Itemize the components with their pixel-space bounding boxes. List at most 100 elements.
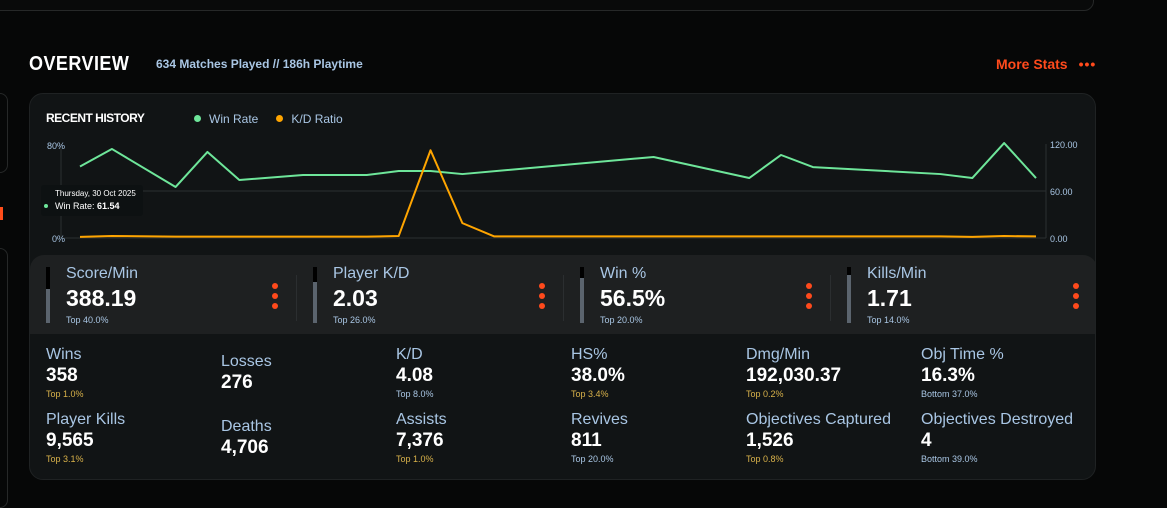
right-tick-label: 120.00 — [1050, 140, 1078, 150]
stat-rank: Top 1.0% — [396, 454, 566, 464]
legend-label: Win Rate — [209, 112, 258, 126]
stat-item: Obj Time % 16.3% Bottom 37.0% — [921, 346, 1091, 399]
stat-rank: Top 3.1% — [46, 454, 216, 464]
stat-value: 9,565 — [46, 430, 216, 452]
stat-label: Assists — [396, 411, 566, 429]
right-tick-label: 60.00 — [1050, 187, 1073, 197]
stat-rank: Top 20.0% — [571, 454, 741, 464]
stat-value: 192,030.37 — [746, 365, 916, 387]
highlight-rank: Top 40.0% — [66, 315, 109, 325]
highlight-label: Win % — [600, 265, 646, 283]
recent-history-title: RECENT HISTORY — [46, 111, 144, 125]
legend-dot-icon — [194, 115, 201, 122]
chart-tooltip: Thursday, 30 Oct 2025 Win Rate: 61.54 — [41, 185, 143, 216]
stat-rank: Bottom 39.0% — [921, 454, 1091, 464]
highlight-stat: Kills/Min 1.71 Top 14.0% — [831, 267, 1096, 325]
stat-rank: Top 0.8% — [746, 454, 916, 464]
stat-item: Assists 7,376 Top 1.0% — [396, 411, 566, 464]
right-tick-label: 0.00 — [1050, 234, 1068, 244]
legend-win-rate[interactable]: Win Rate — [194, 112, 258, 126]
more-stats-label: More Stats — [996, 56, 1068, 72]
side-active-marker — [0, 207, 3, 220]
highlight-stat: Score/Min 388.19 Top 40.0% — [30, 267, 296, 325]
stat-item: HS% 38.0% Top 3.4% — [571, 346, 741, 399]
overview-subtitle: 634 Matches Played // 186h Playtime — [156, 57, 363, 71]
percentile-gauge — [313, 267, 317, 323]
gauge-fill — [847, 275, 851, 323]
stat-item: Objectives Captured 1,526 Top 0.8% — [746, 411, 916, 464]
stat-item: K/D 4.08 Top 8.0% — [396, 346, 566, 399]
stat-value: 276 — [221, 372, 391, 394]
highlight-value: 388.19 — [66, 285, 136, 312]
legend-dot-icon — [276, 115, 283, 122]
kebab-menu-icon[interactable] — [805, 283, 813, 309]
percentile-gauge — [847, 267, 851, 323]
stat-label: Revives — [571, 411, 741, 429]
gauge-fill — [46, 289, 50, 323]
stat-label: Obj Time % — [921, 346, 1091, 364]
chart-legend: Win Rate K/D Ratio — [194, 112, 343, 126]
more-stats-button[interactable]: More Stats ••• — [996, 56, 1096, 72]
stat-rank: Top 0.2% — [746, 389, 916, 399]
left-tick-label: 80% — [47, 141, 65, 151]
tooltip-value: 61.54 — [97, 201, 120, 211]
left-tick-label: 0% — [52, 234, 65, 244]
stat-item: Losses 276 — [221, 353, 391, 394]
overview-title: OVERVIEW — [29, 53, 129, 76]
side-card — [0, 248, 8, 508]
stat-rank: Bottom 37.0% — [921, 389, 1091, 399]
highlight-value: 1.71 — [867, 285, 912, 312]
win-rate-line — [80, 143, 1036, 187]
stat-value: 4.08 — [396, 365, 566, 387]
stat-value: 7,376 — [396, 430, 566, 452]
stat-label: Objectives Destroyed — [921, 411, 1091, 429]
previous-card — [0, 0, 1094, 11]
legend-label: K/D Ratio — [291, 112, 342, 126]
percentile-gauge — [46, 267, 50, 323]
highlight-rank: Top 26.0% — [333, 315, 376, 325]
kebab-menu-icon[interactable] — [538, 283, 546, 309]
stat-rank: Top 8.0% — [396, 389, 566, 399]
highlight-label: Score/Min — [66, 265, 138, 283]
kebab-menu-icon[interactable] — [271, 283, 279, 309]
percentile-gauge — [580, 267, 584, 323]
stat-label: Losses — [221, 353, 391, 371]
stat-value: 16.3% — [921, 365, 1091, 387]
highlight-label: Player K/D — [333, 265, 409, 283]
tooltip-date: Thursday, 30 Oct 2025 — [55, 189, 143, 198]
stat-label: HS% — [571, 346, 741, 364]
stat-label: Objectives Captured — [746, 411, 916, 429]
highlight-stat: Player K/D 2.03 Top 26.0% — [297, 267, 563, 325]
kd-ratio-line — [80, 150, 1036, 237]
stat-value: 811 — [571, 430, 741, 452]
stat-label: Deaths — [221, 418, 391, 436]
stat-value: 358 — [46, 365, 216, 387]
highlight-rank: Top 20.0% — [600, 315, 643, 325]
stat-item: Dmg/Min 192,030.37 Top 0.2% — [746, 346, 916, 399]
gauge-fill — [313, 282, 317, 323]
tooltip-label: Win Rate: — [55, 201, 95, 211]
gauge-fill — [580, 278, 584, 323]
stat-label: Wins — [46, 346, 216, 364]
side-card — [0, 93, 8, 173]
stat-item: Wins 358 Top 1.0% — [46, 346, 216, 399]
stat-value: 1,526 — [746, 430, 916, 452]
stat-label: K/D — [396, 346, 566, 364]
stat-value: 4 — [921, 430, 1091, 452]
highlight-stat: Win % 56.5% Top 20.0% — [564, 267, 830, 325]
legend-kd-ratio[interactable]: K/D Ratio — [276, 112, 342, 126]
overview-card: 80% 0% 120.00 60.00 0.00 RECENT HISTORY Win … — [29, 93, 1096, 480]
stat-label: Player Kills — [46, 411, 216, 429]
recent-history-chart[interactable]: 80% 0% 120.00 60.00 0.00 — [30, 94, 1096, 259]
stat-item: Player Kills 9,565 Top 3.1% — [46, 411, 216, 464]
stat-rank: Top 1.0% — [46, 389, 216, 399]
ellipsis-icon: ••• — [1079, 60, 1097, 68]
stat-label: Dmg/Min — [746, 346, 916, 364]
stat-value: 38.0% — [571, 365, 741, 387]
stat-item: Objectives Destroyed 4 Bottom 39.0% — [921, 411, 1091, 464]
stat-item: Revives 811 Top 20.0% — [571, 411, 741, 464]
stat-value: 4,706 — [221, 437, 391, 459]
highlight-stats: Score/Min 388.19 Top 40.0% Player K/D 2.… — [30, 255, 1096, 334]
highlight-value: 2.03 — [333, 285, 378, 312]
kebab-menu-icon[interactable] — [1072, 283, 1080, 309]
